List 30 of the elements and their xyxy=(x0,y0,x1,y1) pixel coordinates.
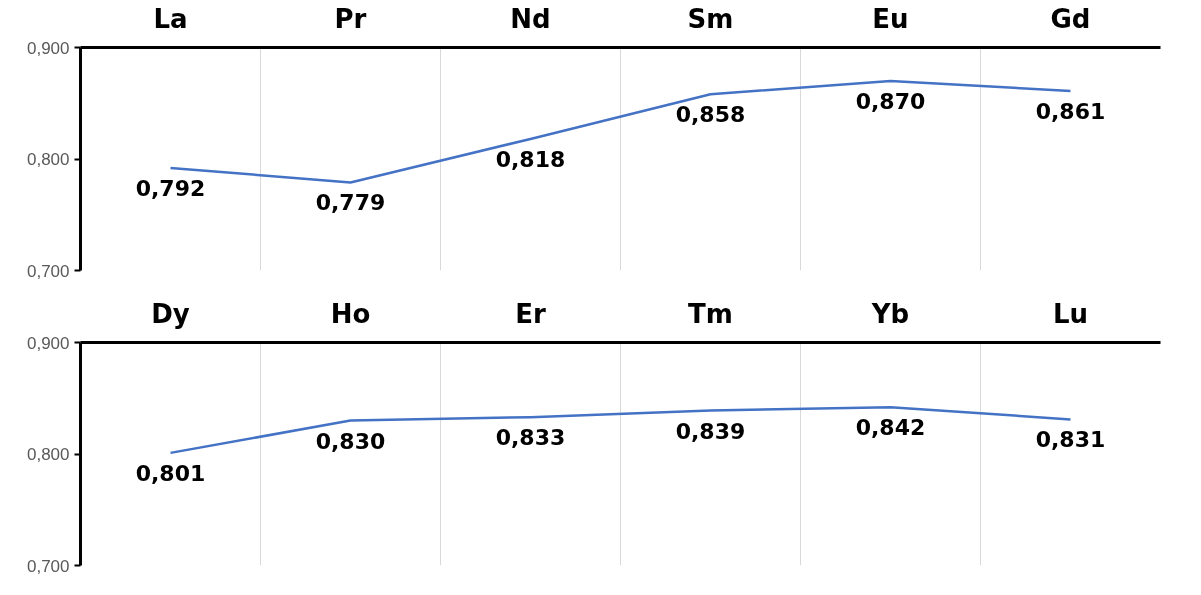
data-label: 0,833 xyxy=(495,425,566,451)
y-tick-label: 0,700 xyxy=(26,261,70,281)
data-label: 0,801 xyxy=(135,460,206,486)
x-tick-label: Yb xyxy=(870,298,910,329)
y-tick-label: 0,900 xyxy=(26,38,70,58)
x-tick-label: Eu xyxy=(872,3,909,34)
data-label: 0,830 xyxy=(315,428,386,454)
y-tick-label: 0,800 xyxy=(26,445,70,464)
data-label: 0,818 xyxy=(495,146,566,172)
data-label: 0,792 xyxy=(135,175,206,201)
x-tick-label: Nd xyxy=(510,3,551,34)
data-label: 0,831 xyxy=(1035,427,1106,453)
y-tick-label: 0,900 xyxy=(26,333,70,353)
x-tick-label: Er xyxy=(515,298,546,329)
x-tick-label: La xyxy=(153,3,188,34)
x-tick-label: Dy xyxy=(151,298,190,329)
data-label: 0,858 xyxy=(675,102,746,128)
y-tick-label: 0,700 xyxy=(26,556,70,576)
x-tick-label: Tm xyxy=(688,298,733,329)
data-label: 0,861 xyxy=(1035,98,1106,124)
x-tick-label: Gd xyxy=(1050,3,1091,34)
x-tick-label: Lu xyxy=(1052,298,1089,329)
y-tick-label: 0,800 xyxy=(26,150,70,169)
x-tick-label: Ho xyxy=(330,298,371,329)
data-label: 0,779 xyxy=(315,190,386,216)
x-tick-label: Sm xyxy=(687,3,734,34)
data-label: 0,842 xyxy=(855,415,926,441)
x-tick-label: Pr xyxy=(334,3,367,34)
data-label: 0,839 xyxy=(675,418,746,444)
data-label: 0,870 xyxy=(855,88,926,114)
